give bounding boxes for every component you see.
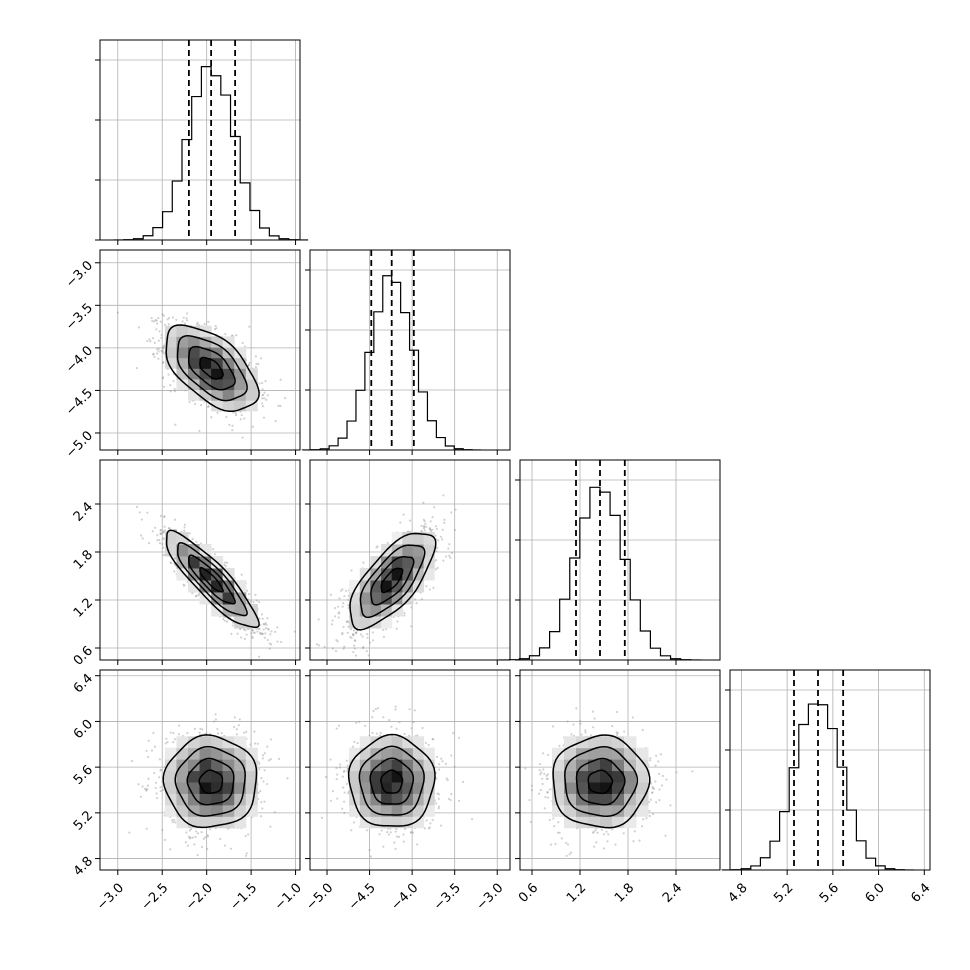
y-tick-label: 2.4 (71, 499, 96, 524)
contour-level (587, 769, 614, 795)
y-tick-label: −3.5 (63, 301, 96, 334)
scatter-panel-0-1 (95, 249, 301, 455)
y-tick-label: 0.6 (71, 643, 96, 668)
x-tick-label: 5.6 (817, 881, 842, 906)
y-tick-label: 1.2 (71, 595, 96, 620)
y-tick-label: −4.5 (63, 386, 96, 419)
contour-level (347, 733, 436, 827)
histogram-panel-2 (498, 459, 721, 665)
panel-frame (729, 669, 931, 871)
x-tick-label: 6.0 (863, 881, 888, 906)
contour-level (165, 529, 260, 629)
panel-frame (99, 669, 301, 871)
contour-level (198, 769, 224, 795)
scatter-panel-1-2 (305, 459, 511, 665)
x-tick-label: −3.0 (474, 881, 507, 914)
scatter-panel-0-2 (95, 459, 301, 665)
histogram-step (498, 486, 701, 661)
scatter-panel-1-3 (305, 669, 511, 875)
y-tick-label: −5.0 (63, 428, 96, 461)
histogram-panel-1 (301, 249, 511, 455)
density-shading (164, 325, 258, 412)
x-tick-label: 4.8 (725, 881, 750, 906)
histogram-panel-0 (95, 39, 309, 245)
y-tick-label: 4.8 (71, 854, 96, 879)
contour-level (187, 345, 236, 391)
panel-contents (116, 311, 287, 439)
x-tick-label: −4.0 (388, 881, 421, 914)
contour-level (174, 745, 246, 817)
panel-frame (99, 459, 301, 661)
contour-level (358, 745, 425, 816)
contour-level (176, 542, 248, 617)
panel-frame (519, 669, 721, 871)
contour-level (369, 757, 415, 805)
contour-level (380, 567, 404, 594)
panel-contents (315, 494, 457, 660)
y-tick-label: −4.0 (63, 343, 96, 376)
scatter-panel-2-3 (515, 669, 721, 875)
contour-level (162, 734, 258, 829)
panel-frame (519, 459, 721, 661)
x-tick-label: 5.2 (771, 881, 796, 906)
contour-level (370, 556, 415, 606)
x-tick-label: 2.4 (660, 881, 685, 906)
x-tick-label: −2.5 (139, 881, 172, 914)
contour-level (552, 734, 651, 829)
y-tick-label: 5.2 (71, 808, 96, 833)
x-tick-label: 6.4 (908, 881, 933, 906)
contour-level (199, 356, 224, 380)
contour-level (564, 745, 639, 818)
contour-level (165, 324, 260, 413)
panel-contents (524, 707, 694, 857)
contour-level (575, 757, 626, 806)
density-shading (349, 736, 435, 829)
x-tick-label: −3.5 (431, 881, 464, 914)
x-tick-label: 0.6 (516, 881, 541, 906)
contour-level (186, 757, 235, 806)
histogram-step (113, 65, 309, 241)
x-tick-label: 1.2 (564, 881, 589, 906)
panel-contents (135, 505, 296, 658)
panel-frame (99, 39, 301, 241)
panel-frame (99, 249, 301, 451)
panel-contents (320, 705, 474, 858)
x-tick-label: 1.8 (612, 881, 637, 906)
panel-frame (309, 669, 511, 871)
contour-level (176, 335, 248, 402)
x-tick-label: −4.5 (346, 881, 379, 914)
contour-level (199, 566, 224, 593)
x-tick-label: −2.0 (183, 881, 216, 914)
y-tick-label: 6.4 (71, 671, 96, 696)
panel-contents (128, 713, 289, 857)
contour-level (359, 544, 426, 619)
y-tick-label: 6.0 (71, 717, 96, 742)
panel-frame (309, 249, 511, 451)
y-tick-label: 1.8 (71, 547, 96, 572)
histogram-panel-3 (721, 669, 931, 875)
x-tick-label: −3.0 (94, 881, 127, 914)
panel-frame (309, 459, 511, 661)
scatter-panel-0-3 (95, 669, 301, 875)
y-tick-label: 5.6 (71, 763, 96, 788)
density-shading (164, 532, 258, 629)
contour-level (349, 532, 437, 631)
y-tick-label: −3.0 (63, 258, 96, 291)
x-tick-label: −1.5 (227, 881, 260, 914)
x-tick-label: −5.0 (303, 881, 336, 914)
density-shading (164, 736, 258, 829)
contour-level (188, 554, 236, 605)
x-tick-label: −1.0 (272, 881, 305, 914)
contour-level (380, 769, 404, 794)
